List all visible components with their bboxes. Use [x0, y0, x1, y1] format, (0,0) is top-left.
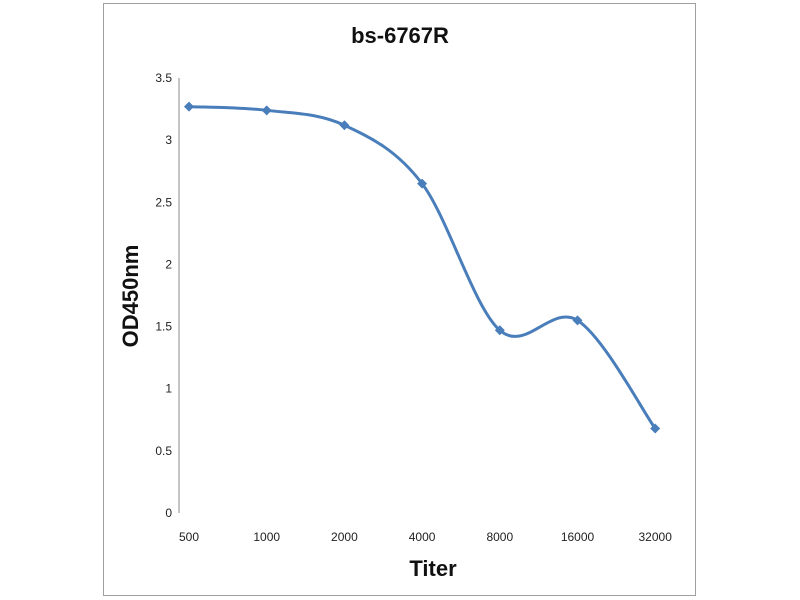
- y-tick-label: 1: [165, 382, 172, 396]
- y-tick-label: 3: [165, 133, 172, 147]
- x-tick-label: 500: [179, 530, 199, 544]
- y-tick-label: 2: [165, 257, 172, 271]
- y-tick-label: 2.5: [155, 195, 172, 209]
- data-point-marker: [417, 178, 428, 189]
- data-point-marker: [572, 315, 583, 326]
- x-tick-label: 32000: [639, 530, 673, 544]
- y-tick-label: 3.5: [155, 71, 172, 85]
- data-point-marker: [494, 325, 505, 336]
- chart-title: bs-6767R: [351, 23, 449, 48]
- y-tick-label: 0.5: [155, 444, 172, 458]
- y-tick-label: 1.5: [155, 320, 172, 334]
- y-axis-label: OD450nm: [118, 245, 143, 348]
- y-tick-label: 0: [165, 506, 172, 520]
- x-tick-label: 16000: [561, 530, 595, 544]
- x-tick-label: 8000: [486, 530, 513, 544]
- x-axis-label: Titer: [409, 556, 457, 581]
- data-point-marker: [650, 423, 661, 434]
- x-tick-label: 4000: [409, 530, 436, 544]
- data-point-marker: [339, 120, 350, 131]
- x-tick-label: 1000: [253, 530, 280, 544]
- data-point-marker: [261, 105, 272, 116]
- chart-frame: [103, 3, 696, 596]
- data-point-marker: [184, 101, 194, 112]
- x-tick-label: 2000: [331, 530, 358, 544]
- series-line: [188, 105, 657, 430]
